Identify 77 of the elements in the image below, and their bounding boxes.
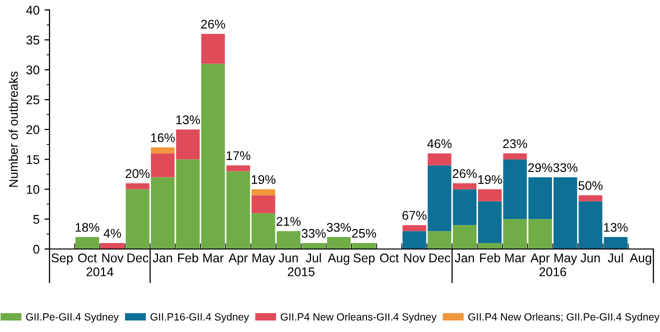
bar (126, 183, 150, 190)
x-tick-label: Jun (580, 254, 600, 262)
bar (100, 243, 124, 249)
legend-label: GII.P16-GII.4 Sydney (150, 312, 250, 323)
x-tick-label: May (252, 254, 276, 265)
bar (452, 183, 477, 190)
bar (402, 225, 426, 232)
annotation: 26% (201, 20, 226, 29)
x-tick-label: Feb (178, 253, 198, 262)
legend-label: GII.P4 New Orleans-GII.4 Sydney (280, 312, 437, 323)
annotation: 67% (402, 210, 426, 220)
x-tick-label: Aug (328, 254, 350, 265)
x-tick-label: Jan (454, 254, 474, 262)
x-tick-label: Jul (608, 253, 623, 262)
y-tick-label: 10 (26, 185, 40, 194)
bar (402, 231, 426, 249)
y-tick-label: 30 (26, 66, 40, 74)
x-tick-label: May (554, 254, 578, 265)
annotation: 46% (427, 139, 452, 148)
bar (252, 195, 276, 214)
x-tick-label: Nov (404, 254, 426, 262)
bar (252, 189, 276, 196)
x-tick-label: Jun (278, 254, 298, 262)
legend-label: GII.Pe-GII.4 Sydney (26, 312, 119, 323)
x-tick-label: Aug (630, 254, 652, 265)
annotation: 18% (76, 222, 100, 232)
x-tick-label: Nov (102, 254, 124, 262)
bar (478, 189, 502, 202)
bar (75, 237, 100, 249)
bar (226, 165, 250, 172)
x-tick-label: Apr (228, 254, 248, 265)
annotation: 26% (452, 169, 477, 178)
annotation: 19% (252, 175, 276, 184)
text: 2016 (539, 267, 566, 276)
annotation: 23% (503, 139, 528, 148)
annotation: 16% (151, 133, 175, 142)
x-tick-label: Oct (78, 253, 97, 262)
bar (428, 153, 452, 166)
bar (150, 147, 175, 154)
text: 2014 (86, 267, 114, 276)
annotation: 4% (104, 228, 121, 238)
bar (503, 153, 527, 160)
x-tick-label: Dec (127, 254, 148, 262)
x-tick-label: Apr (530, 254, 550, 265)
y-tick-label: 5 (33, 215, 40, 224)
y-tick-label: 0 (33, 244, 40, 254)
annotation: 21% (276, 216, 301, 226)
text: 2015 (288, 267, 315, 276)
x-tick-label: Mar (505, 254, 526, 262)
y-tick-label: 15 (26, 155, 40, 164)
legend-label: GII.P4 New Orleans; GII.Pe-GII.4 Sydney (468, 312, 660, 323)
x-tick-label: Dec (429, 254, 450, 262)
y-tick-label: 35 (26, 36, 40, 44)
annotation: 19% (478, 175, 502, 184)
annotation: 33% (302, 228, 326, 238)
annotation: 13% (604, 222, 628, 232)
y-tick-label: 20 (26, 125, 40, 134)
annotation: 50% (578, 181, 603, 190)
annotation: 29% (528, 163, 552, 172)
x-tick-label: Sep (353, 253, 375, 265)
x-tick-label: Feb (480, 253, 500, 262)
bar (201, 34, 225, 64)
x-tick-label: Mar (203, 254, 224, 262)
x-tick-label: Oct (380, 253, 399, 262)
annotation: 33% (326, 222, 351, 232)
x-tick-label: Sep (52, 253, 73, 265)
y-axis-title: Number of outbreaks (8, 72, 18, 187)
annotation: 17% (226, 151, 250, 160)
bar (578, 195, 602, 202)
annotation: 33% (553, 163, 578, 172)
y-tick-label: 40 (26, 6, 40, 15)
x-tick-label: Jul (306, 253, 321, 262)
x-tick-label: Jan (152, 254, 172, 262)
annotation: 20% (126, 169, 150, 178)
annotation: 13% (176, 115, 200, 124)
annotation: 25% (352, 228, 376, 238)
y-tick-label: 25 (26, 95, 40, 104)
